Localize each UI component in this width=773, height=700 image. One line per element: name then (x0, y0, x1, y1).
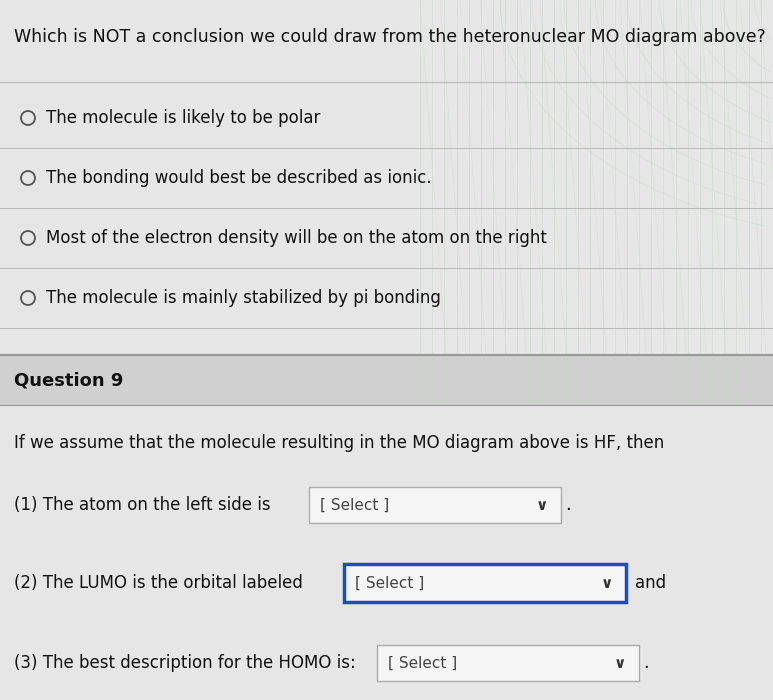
Text: The molecule is likely to be polar: The molecule is likely to be polar (46, 109, 320, 127)
Text: Which is NOT a conclusion we could draw from the heteronuclear MO diagram above?: Which is NOT a conclusion we could draw … (14, 28, 766, 46)
Text: Most of the electron density will be on the atom on the right: Most of the electron density will be on … (46, 229, 547, 247)
Text: .: . (643, 654, 649, 672)
Text: ∨: ∨ (536, 498, 548, 512)
Text: .: . (565, 496, 570, 514)
Text: and: and (635, 574, 666, 592)
Text: ∨: ∨ (614, 655, 626, 671)
Text: (2) The LUMO is the orbital labeled: (2) The LUMO is the orbital labeled (14, 574, 303, 592)
Text: If we assume that the molecule resulting in the MO diagram above is HF, then: If we assume that the molecule resulting… (14, 434, 664, 452)
FancyBboxPatch shape (377, 645, 639, 681)
Text: ∨: ∨ (601, 575, 613, 591)
Text: (1) The atom on the left side is: (1) The atom on the left side is (14, 496, 271, 514)
Text: Question 9: Question 9 (14, 371, 124, 389)
Bar (0, 355, 773, 405)
Text: [ Select ]: [ Select ] (320, 498, 390, 512)
Text: The molecule is mainly stabilized by pi bonding: The molecule is mainly stabilized by pi … (46, 289, 441, 307)
Text: The bonding would best be described as ionic.: The bonding would best be described as i… (46, 169, 431, 187)
Text: [ Select ]: [ Select ] (355, 575, 424, 591)
Bar (0, 405, 773, 700)
Bar (0, 0, 773, 355)
Text: [ Select ]: [ Select ] (388, 655, 458, 671)
Text: (3) The best description for the HOMO is:: (3) The best description for the HOMO is… (14, 654, 356, 672)
FancyBboxPatch shape (309, 487, 561, 523)
FancyBboxPatch shape (344, 564, 626, 602)
